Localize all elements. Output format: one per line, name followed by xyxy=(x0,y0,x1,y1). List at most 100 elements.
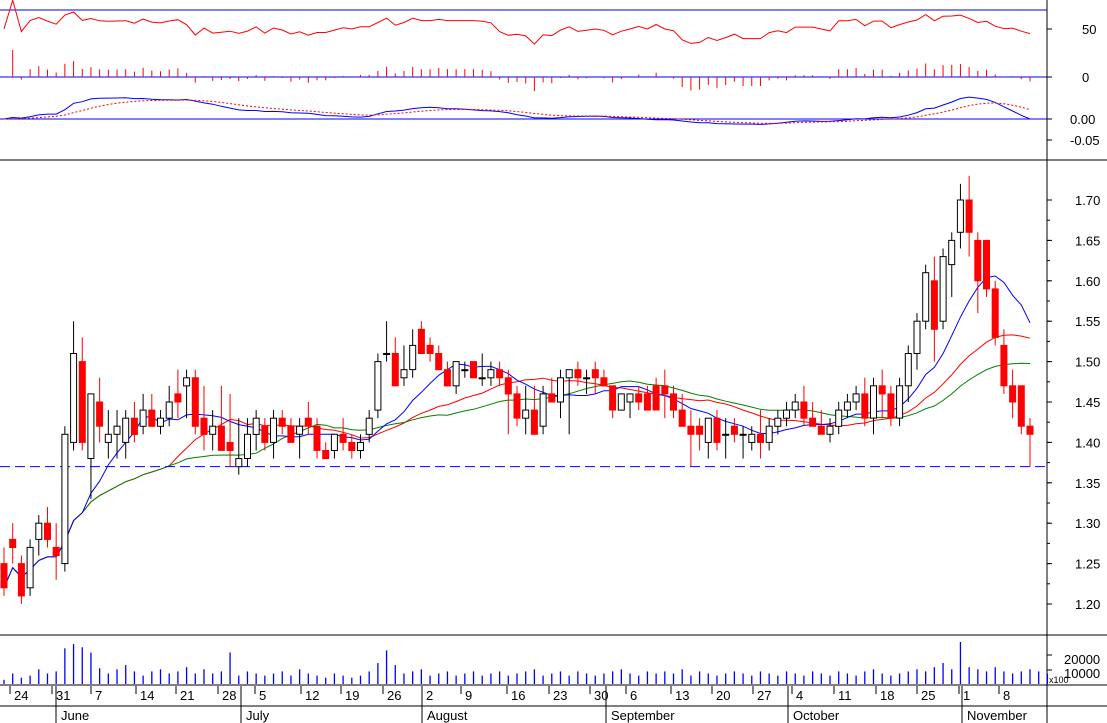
candle-body xyxy=(296,425,304,435)
candle-body xyxy=(35,522,43,540)
candle-body xyxy=(513,393,521,419)
candle-body xyxy=(383,353,391,355)
candle-body xyxy=(843,401,851,411)
candle-body xyxy=(148,409,156,427)
candle-body xyxy=(365,417,373,435)
date-axis: 24 31 7 14 21 28 5 12 19 26 2 9 16 23 30 6 13 20 27 4 11 18 25… xyxy=(9,686,1028,723)
date-label: 4 xyxy=(796,688,803,703)
candle-body xyxy=(687,425,695,435)
candle-body xyxy=(1026,425,1034,435)
price-tick-label: 1.40 xyxy=(1075,435,1100,450)
candle-body xyxy=(96,401,104,427)
volume-panel xyxy=(3,642,1049,684)
candle-body xyxy=(557,377,564,403)
candle-body xyxy=(600,377,608,387)
moving-average-red xyxy=(3,334,1031,588)
candle-body xyxy=(139,409,147,427)
price-tick-label: 1.60 xyxy=(1075,274,1100,289)
price-tick-label: 1.65 xyxy=(1075,233,1100,248)
candle-body xyxy=(122,417,130,443)
candle-body xyxy=(226,441,234,451)
candle-body xyxy=(983,239,990,290)
candle-body xyxy=(913,320,921,355)
candle-body xyxy=(861,393,869,419)
candle-body xyxy=(461,369,469,372)
candle-body xyxy=(17,563,25,597)
candle-body xyxy=(878,385,886,395)
date-label: 30 xyxy=(594,688,608,703)
candle-body xyxy=(504,377,512,395)
price-panel xyxy=(0,175,1047,604)
date-label: 8 xyxy=(1003,688,1010,703)
candle-body xyxy=(496,369,504,379)
candle-body xyxy=(0,563,8,589)
candle-body xyxy=(800,401,808,419)
candle-body xyxy=(765,425,773,443)
volume-tick-label: 10000 xyxy=(1064,666,1100,681)
candle-body xyxy=(191,377,199,427)
date-label: 2 xyxy=(426,688,433,703)
candle-body xyxy=(974,239,982,282)
price-tick-label: 1.35 xyxy=(1075,476,1100,491)
date-label: 7 xyxy=(95,688,102,703)
date-label: 24 xyxy=(14,688,28,703)
date-label: 27 xyxy=(757,688,771,703)
oscillator-panel xyxy=(0,0,1047,92)
candle-body xyxy=(61,433,69,565)
candle-body xyxy=(652,385,660,411)
candle-body xyxy=(113,425,121,435)
candle-body xyxy=(443,369,451,387)
candle-body xyxy=(583,377,591,380)
date-label: 12 xyxy=(305,688,319,703)
candle-body xyxy=(791,401,799,411)
right-axis: 1.70 1.65 1.60 1.55 1.50 1.45 1.40 1.35 1.30 1.25… xyxy=(1047,22,1100,685)
candle-body xyxy=(183,377,191,387)
date-label: 6 xyxy=(630,688,637,703)
moving-average-blue xyxy=(3,275,1031,588)
candle-body xyxy=(391,353,399,387)
month-label: July xyxy=(246,708,270,723)
candle-body xyxy=(487,369,495,379)
candle-body xyxy=(313,425,321,451)
candle-body xyxy=(278,417,286,427)
candle-body xyxy=(478,377,486,380)
candle-body xyxy=(896,385,904,419)
candle-body xyxy=(330,433,338,451)
date-label: 28 xyxy=(222,688,236,703)
candle-body xyxy=(704,417,712,443)
candle-body xyxy=(852,393,860,403)
date-label: 20 xyxy=(716,688,730,703)
date-label: 25 xyxy=(921,688,935,703)
candle-body xyxy=(130,417,138,435)
candle-body xyxy=(870,385,877,419)
candle-body xyxy=(44,522,51,540)
date-label: 23 xyxy=(553,688,567,703)
candle-body xyxy=(200,417,208,435)
candle-body xyxy=(774,417,782,427)
candle-body xyxy=(417,328,425,354)
date-label: 13 xyxy=(675,688,689,703)
candle-body xyxy=(635,393,643,403)
candle-body xyxy=(939,256,947,322)
month-label: August xyxy=(427,708,468,723)
candle-body xyxy=(730,425,738,435)
date-label: 11 xyxy=(838,688,852,703)
candle-body xyxy=(696,425,704,435)
candle-body xyxy=(287,425,295,443)
candle-body xyxy=(965,199,973,233)
macd-tick-label: 0.00 xyxy=(1070,112,1095,127)
price-tick-label: 1.30 xyxy=(1075,516,1100,531)
month-label: October xyxy=(793,708,840,723)
candle-body xyxy=(809,417,817,427)
candle-body xyxy=(104,433,112,443)
candle-body xyxy=(270,417,277,443)
candle-body xyxy=(70,353,78,443)
candle-body xyxy=(887,393,895,419)
date-label: 31 xyxy=(56,688,70,703)
candle-body xyxy=(678,409,686,427)
candle-body xyxy=(157,417,164,427)
candle-body xyxy=(322,450,330,460)
candle-body xyxy=(626,393,634,403)
